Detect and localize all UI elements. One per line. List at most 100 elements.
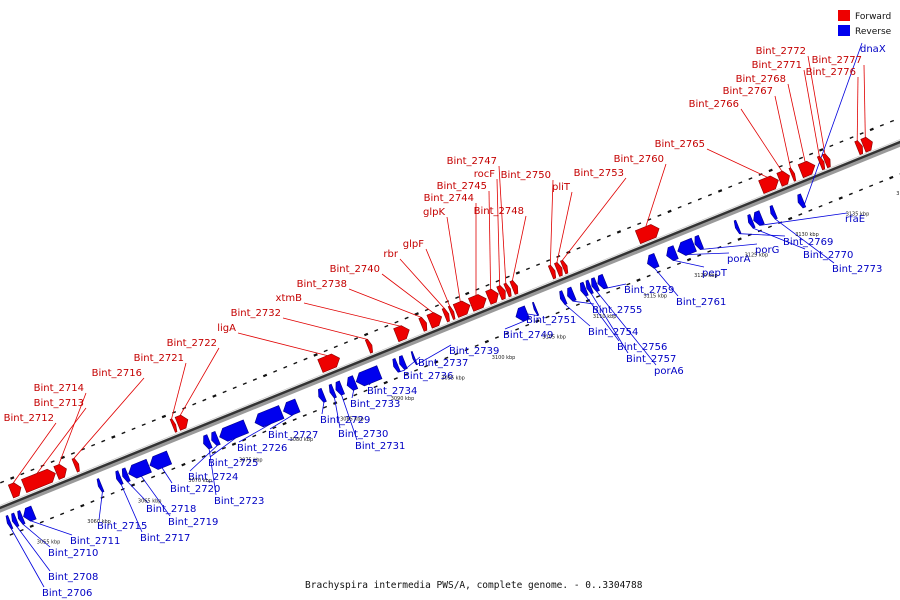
forward-gene-glpK[interactable]: [452, 300, 471, 318]
reverse-gene-label-Bint_2734[interactable]: Bint_2734: [367, 386, 417, 397]
reverse-gene-label-Bint_2717[interactable]: Bint_2717: [140, 533, 190, 544]
reverse-gene-Bint_2749[interactable]: [515, 305, 531, 322]
forward-gene-Bint_2740[interactable]: [426, 312, 443, 329]
forward-gene-Bint_2772[interactable]: [821, 153, 831, 169]
reverse-gene-Bint_2755[interactable]: [567, 286, 577, 302]
reverse-gene-label-Bint_2723[interactable]: Bint_2723: [214, 496, 264, 507]
forward-gene-Bint_2776[interactable]: [854, 140, 864, 156]
forward-gene-label-Bint_2738[interactable]: Bint_2738: [297, 279, 347, 290]
forward-gene-label-Bint_2765[interactable]: Bint_2765: [655, 139, 705, 150]
reverse-gene-Bint_2770[interactable]: [747, 214, 756, 229]
reverse-gene-label-Bint_2715[interactable]: Bint_2715: [97, 521, 147, 532]
forward-gene-label-Bint_2740[interactable]: Bint_2740: [330, 264, 380, 275]
forward-gene-label-glpK[interactable]: glpK: [423, 207, 445, 218]
reverse-gene-Bint_2737[interactable]: [398, 355, 408, 370]
reverse-gene-Bint_2739[interactable]: [410, 351, 418, 366]
forward-gene-label-Bint_2747[interactable]: Bint_2747: [447, 156, 497, 167]
reverse-gene-label-Bint_2773[interactable]: Bint_2773: [832, 264, 882, 275]
reverse-gene-label-Bint_2749[interactable]: Bint_2749: [503, 330, 553, 341]
reverse-gene-Bint_2773[interactable]: [769, 205, 778, 220]
forward-gene-label-Bint_2771[interactable]: Bint_2771: [752, 60, 802, 71]
forward-gene-Bint_2753[interactable]: [560, 259, 569, 275]
forward-gene-label-Bint_2713[interactable]: Bint_2713: [34, 398, 84, 409]
forward-gene-label-Bint_2777[interactable]: Bint_2777: [812, 55, 862, 66]
forward-gene-Bint_2765[interactable]: [758, 175, 779, 194]
reverse-gene-Bint_2711[interactable]: [23, 505, 37, 522]
forward-gene-Bint_2760[interactable]: [634, 224, 660, 245]
forward-gene-label-Bint_2768[interactable]: Bint_2768: [736, 74, 786, 85]
reverse-gene-label-Bint_2754[interactable]: Bint_2754: [588, 327, 638, 338]
reverse-gene-label-Bint_2718[interactable]: Bint_2718: [146, 504, 196, 515]
forward-gene-label-Bint_2745[interactable]: Bint_2745: [437, 181, 487, 192]
reverse-gene-Bint_2710[interactable]: [17, 510, 26, 525]
reverse-gene-Bint_2754[interactable]: [559, 290, 568, 305]
forward-gene-Bint_2766[interactable]: [776, 170, 790, 187]
reverse-gene-label-Bint_2769[interactable]: Bint_2769: [783, 237, 833, 248]
reverse-gene-label-Bint_2729[interactable]: Bint_2729: [320, 415, 370, 426]
reverse-gene-label-Bint_2757[interactable]: Bint_2757: [626, 354, 676, 365]
reverse-gene-label-Bint_2710[interactable]: Bint_2710: [48, 548, 98, 559]
forward-gene-label-Bint_2760[interactable]: Bint_2760: [614, 154, 664, 165]
forward-gene-Bint_2722[interactable]: [174, 414, 189, 431]
reverse-gene-porG[interactable]: [694, 234, 704, 251]
reverse-gene-Bint_2734[interactable]: [355, 365, 383, 387]
forward-gene-label-xtmB[interactable]: xtmB: [276, 293, 303, 304]
reverse-gene-Bint_2727[interactable]: [283, 398, 301, 416]
reverse-gene-label-Bint_2755[interactable]: Bint_2755: [592, 305, 642, 316]
forward-gene-label-Bint_2712[interactable]: Bint_2712: [4, 413, 54, 424]
forward-gene-Bint_2712[interactable]: [7, 482, 22, 499]
forward-gene-Bint_2767[interactable]: [788, 167, 797, 182]
forward-gene-Bint_2713[interactable]: [21, 468, 56, 493]
forward-gene-glpF[interactable]: [447, 305, 456, 320]
reverse-gene-dnaX[interactable]: [797, 193, 807, 209]
forward-gene-label-Bint_2732[interactable]: Bint_2732: [231, 308, 281, 319]
reverse-gene-label-pepT[interactable]: pepT: [702, 268, 728, 279]
reverse-gene-Bint_2729[interactable]: [318, 387, 327, 403]
forward-gene-xtmB[interactable]: [393, 325, 410, 343]
forward-gene-rocF[interactable]: [496, 285, 506, 301]
forward-gene-label-ligA[interactable]: ligA: [217, 323, 236, 334]
reverse-gene-label-porA6[interactable]: porA6: [654, 366, 684, 377]
reverse-gene-label-Bint_2737[interactable]: Bint_2737: [418, 358, 468, 369]
forward-gene-Bint_2738[interactable]: [418, 316, 428, 332]
reverse-gene-Bint_2723[interactable]: [203, 434, 213, 450]
reverse-gene-Bint_2769[interactable]: [733, 219, 742, 235]
forward-gene-label-Bint_2766[interactable]: Bint_2766: [689, 99, 739, 110]
forward-gene-label-Bint_2776[interactable]: Bint_2776: [806, 67, 856, 78]
reverse-gene-label-Bint_2736[interactable]: Bint_2736: [403, 371, 453, 382]
reverse-gene-label-Bint_2751[interactable]: Bint_2751: [526, 315, 576, 326]
reverse-gene-Bint_2733[interactable]: [346, 375, 359, 391]
reverse-gene-pepT[interactable]: [666, 245, 679, 261]
forward-gene-Bint_2748[interactable]: [509, 280, 519, 295]
reverse-gene-label-Bint_2726[interactable]: Bint_2726: [237, 443, 287, 454]
reverse-gene-Bint_2706[interactable]: [5, 515, 14, 530]
reverse-gene-label-Bint_2739[interactable]: Bint_2739: [449, 346, 499, 357]
forward-gene-label-Bint_2722[interactable]: Bint_2722: [167, 338, 217, 349]
reverse-gene-Bint_2759[interactable]: [597, 273, 608, 290]
reverse-gene-Bint_2736[interactable]: [392, 358, 401, 373]
forward-gene-label-Bint_2772[interactable]: Bint_2772: [756, 46, 806, 57]
reverse-gene-Bint_2719[interactable]: [128, 458, 152, 479]
forward-gene-Bint_2747[interactable]: [503, 282, 512, 298]
reverse-gene-label-Bint_2761[interactable]: Bint_2761: [676, 297, 726, 308]
forward-gene-Bint_2771[interactable]: [816, 155, 826, 171]
reverse-gene-label-porA[interactable]: porA: [727, 254, 751, 265]
reverse-gene-label-Bint_2770[interactable]: Bint_2770: [803, 250, 853, 261]
forward-gene-Bint_2716[interactable]: [71, 457, 80, 473]
forward-gene-label-glpF[interactable]: glpF: [403, 239, 424, 250]
reverse-gene-label-Bint_2733[interactable]: Bint_2733: [350, 399, 400, 410]
reverse-gene-label-Bint_2706[interactable]: Bint_2706: [42, 588, 92, 599]
forward-gene-label-Bint_2767[interactable]: Bint_2767: [723, 86, 773, 97]
reverse-gene-Bint_2718[interactable]: [121, 467, 131, 483]
forward-gene-rbr[interactable]: [441, 307, 450, 323]
forward-gene-Bint_2744[interactable]: [468, 294, 487, 312]
reverse-gene-Bint_2708[interactable]: [11, 512, 20, 528]
reverse-gene-Bint_2720[interactable]: [149, 450, 173, 470]
reverse-gene-label-Bint_2756[interactable]: Bint_2756: [617, 342, 667, 353]
reverse-gene-label-dnaX[interactable]: dnaX: [860, 44, 886, 55]
reverse-gene-Bint_2717[interactable]: [115, 470, 124, 485]
reverse-gene-Bint_2761[interactable]: [647, 253, 660, 269]
reverse-gene-porA[interactable]: [677, 237, 697, 256]
forward-gene-Bint_2732[interactable]: [364, 338, 374, 354]
reverse-gene-Bint_2751[interactable]: [532, 301, 540, 316]
